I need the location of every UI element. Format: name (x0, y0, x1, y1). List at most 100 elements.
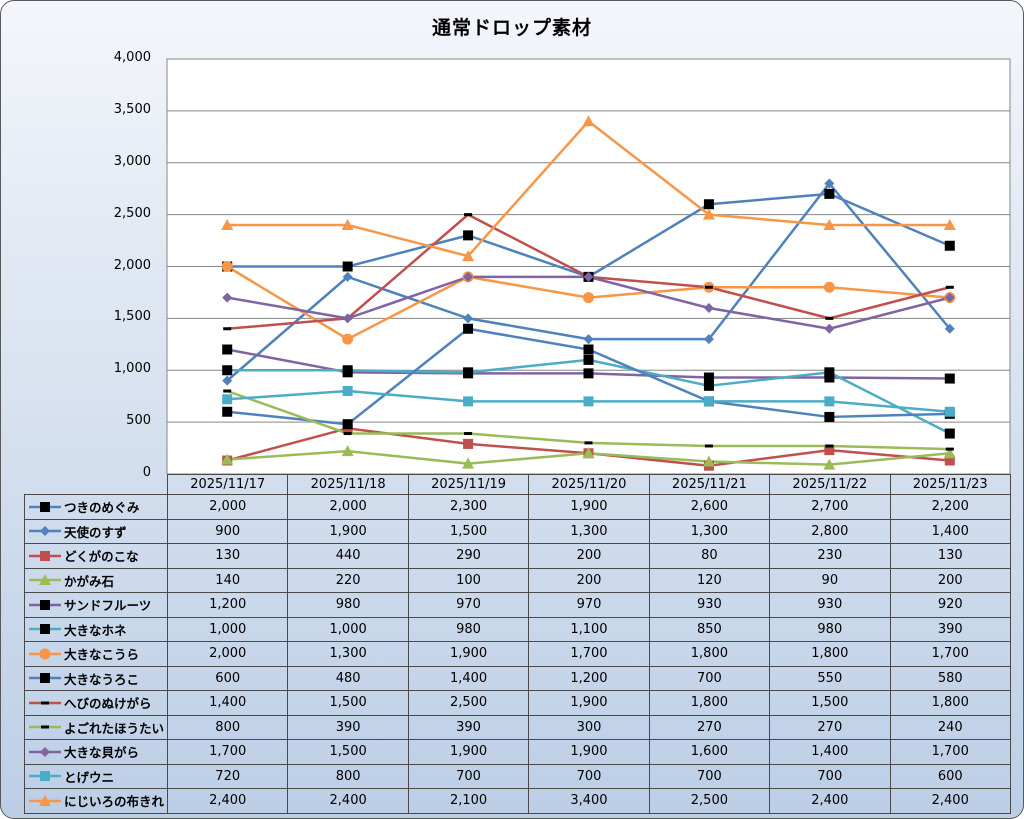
y-tick-label: 4,000 (113, 50, 151, 65)
data-label: 1,800 (648, 641, 771, 667)
data-label: 2,300 (407, 494, 530, 520)
data-point-1-0 (222, 375, 233, 386)
legend-key-icon (29, 599, 61, 610)
data-label: 290 (407, 543, 530, 569)
legend-entry: 大きなうろこ (24, 665, 168, 691)
data-label: 220 (287, 567, 409, 593)
data-point-11-3 (583, 396, 594, 407)
data-label: 1,400 (166, 690, 289, 716)
table-row: サンドフルーツ 1,200 980 970 970 930 930 920 (24, 592, 1011, 618)
data-label: 1,700 (166, 739, 289, 765)
data-point-8-2 (464, 213, 473, 217)
legend-label: 大きな貝がら (64, 745, 140, 761)
data-label: 1,900 (407, 641, 530, 667)
legend-label: とげウニ (64, 769, 115, 785)
legend-key-icon (29, 648, 61, 660)
data-point-0-2 (463, 230, 474, 241)
data-point-6-3 (583, 292, 594, 304)
data-point-4-3 (583, 368, 594, 379)
data-point-10-6 (944, 292, 955, 303)
data-point-7-1 (342, 419, 353, 430)
data-point-5-1 (342, 365, 353, 376)
data-point-10-0 (222, 292, 233, 303)
data-label: 230 (769, 543, 891, 569)
legend-label: 大きなこうら (64, 647, 140, 663)
data-label: 2,100 (407, 788, 530, 814)
data-label: 1,700 (528, 641, 650, 667)
data-label: 300 (528, 714, 650, 740)
legend-key-icon (29, 701, 61, 705)
legend-marker (41, 725, 49, 729)
data-label: 1,700 (889, 739, 1011, 765)
data-label: 1,900 (407, 739, 530, 765)
data-point-10-4 (703, 303, 714, 313)
data-point-3-1 (341, 445, 354, 457)
data-point-12-6 (943, 219, 956, 230)
legend-key-icon (29, 624, 61, 635)
legend-label: 大きなホネ (64, 622, 127, 638)
data-label: 1,000 (287, 616, 409, 642)
data-point-7-5 (824, 411, 835, 422)
data-point-11-6 (944, 406, 955, 417)
data-label: 80 (648, 543, 771, 569)
data-label: 980 (287, 592, 409, 618)
data-label: 1,800 (648, 690, 771, 716)
data-label: 970 (528, 592, 650, 618)
data-label: 130 (166, 543, 289, 569)
x-category-label: 2025/11/17 (166, 474, 289, 495)
data-label: 970 (407, 592, 530, 618)
legend-entry: へびのぬけがら (24, 690, 168, 716)
data-label: 1,900 (528, 690, 650, 716)
data-label: 130 (889, 543, 1011, 569)
data-point-9-5 (825, 444, 834, 448)
data-point-5-5 (824, 367, 835, 378)
data-label: 2,200 (889, 494, 1011, 520)
data-label: 1,300 (528, 518, 650, 544)
legend-entry: 天使のすず (24, 518, 168, 544)
legend-marker (40, 673, 50, 684)
data-label: 1,500 (407, 518, 530, 544)
legend-key-icon (29, 771, 61, 782)
table-header-row: 2025/11/17 2025/11/18 2025/11/19 2025/11/20… (24, 474, 1011, 495)
legend-entry: かがみ石 (24, 567, 168, 593)
chart-title: 通常ドロップ素材 (431, 17, 592, 39)
data-point-10-1 (342, 313, 353, 324)
data-point-4-4 (703, 372, 714, 383)
y-tick-label: 2,500 (113, 205, 151, 221)
data-point-9-6 (945, 447, 954, 451)
data-point-3-3 (582, 447, 595, 459)
data-table: 2025/11/17 2025/11/18 2025/11/19 2025/11/20… (24, 474, 1011, 814)
x-category-label: 2025/11/18 (287, 474, 409, 495)
data-label: 1,700 (889, 641, 1011, 667)
data-point-4-5 (824, 372, 835, 383)
data-point-1-1 (342, 271, 353, 282)
data-point-1-4 (703, 334, 714, 345)
legend-marker (39, 794, 51, 806)
data-point-10-2 (463, 271, 474, 282)
legend-entry: 大きなホネ (24, 616, 168, 642)
legend-label: かがみ石 (64, 573, 115, 589)
x-category-label: 2025/11/22 (769, 474, 891, 495)
data-point-7-3 (583, 344, 594, 355)
data-point-1-5 (824, 178, 835, 189)
legend-key-icon (29, 574, 61, 586)
legend-marker (40, 501, 50, 512)
legend-marker (40, 550, 50, 561)
data-label: 200 (528, 543, 650, 569)
table-corner (24, 474, 168, 495)
x-category-label: 2025/11/23 (889, 474, 1011, 495)
data-point-9-1 (343, 432, 352, 436)
table-row: どくがのこな 130 440 290 200 80 230 130 (24, 543, 1011, 569)
data-label: 1,400 (889, 518, 1011, 544)
data-point-11-4 (703, 396, 714, 407)
table-row: かがみ石 140 220 100 200 120 90 200 (24, 567, 1011, 593)
data-point-5-3 (583, 354, 594, 365)
legend-entry: 大きなこうら (24, 641, 168, 667)
data-label: 1,900 (287, 518, 409, 544)
table-row: 大きな貝がら 1,700 1,500 1,900 1,900 1,600 1,400 1,70… (24, 739, 1011, 765)
data-label: 1,100 (528, 616, 650, 642)
data-label: 1,400 (769, 739, 891, 765)
legend-entry: よごれたほうたい (24, 714, 168, 740)
data-point-1-6 (944, 323, 955, 334)
legend-marker (39, 648, 51, 660)
